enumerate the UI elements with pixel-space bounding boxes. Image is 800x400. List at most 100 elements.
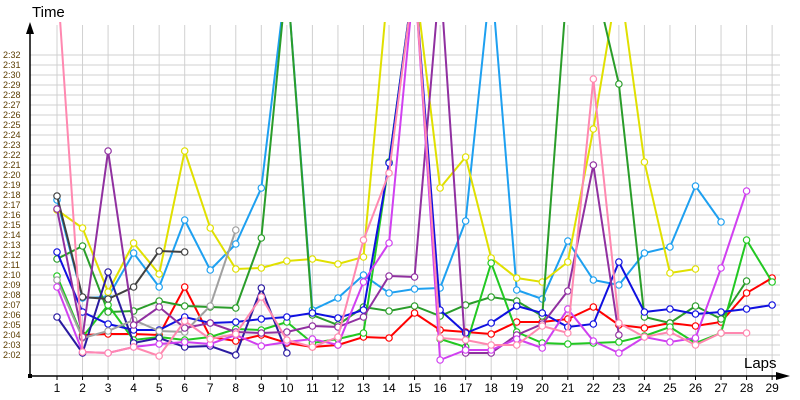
- data-point: [283, 257, 291, 265]
- data-point: [104, 349, 112, 357]
- data-point: [78, 293, 87, 301]
- data-point: [666, 328, 674, 336]
- data-point: [180, 317, 189, 325]
- data-point: [589, 125, 598, 133]
- y-tick-label: 2:20: [3, 170, 21, 180]
- y-axis-label: Time: [32, 4, 65, 21]
- data-point: [334, 294, 342, 302]
- data-point: [717, 218, 725, 226]
- data-point: [691, 302, 700, 310]
- data-point: [104, 147, 112, 155]
- data-point: [129, 239, 138, 247]
- y-tick-label: 2:30: [3, 70, 21, 80]
- data-point: [104, 295, 112, 303]
- data-point: [589, 161, 598, 169]
- data-point: [206, 224, 215, 232]
- y-tick-label: 2:29: [3, 80, 21, 90]
- data-point: [436, 184, 444, 192]
- x-tick-label: 27: [714, 381, 728, 395]
- data-point: [129, 343, 138, 351]
- data-point: [334, 314, 342, 322]
- data-point: [231, 318, 240, 326]
- x-tick-label: 2: [79, 381, 86, 395]
- data-point: [717, 329, 725, 337]
- y-tick-label: 2:24: [3, 130, 21, 140]
- data-point: [53, 205, 61, 213]
- data-point: [257, 284, 266, 292]
- data-point: [359, 313, 368, 321]
- data-point: [410, 309, 419, 317]
- data-point: [180, 147, 189, 155]
- data-point: [538, 322, 547, 330]
- data-point: [717, 308, 725, 316]
- data-point: [768, 301, 776, 309]
- series-group: [53, 22, 776, 364]
- y-tick-label: 2:14: [3, 230, 21, 240]
- data-point: [615, 338, 623, 346]
- data-point: [691, 265, 700, 273]
- data-point: [180, 338, 189, 346]
- data-point: [257, 293, 266, 301]
- x-tick-label: 7: [207, 381, 214, 395]
- data-point: [436, 356, 444, 364]
- data-point: [180, 283, 189, 291]
- data-point: [640, 333, 649, 341]
- data-point: [615, 349, 623, 357]
- data-point: [53, 283, 61, 291]
- data-point: [104, 327, 112, 335]
- data-point: [78, 242, 87, 250]
- x-tick-label: 17: [459, 381, 473, 395]
- data-point: [666, 338, 674, 346]
- data-point: [563, 258, 572, 266]
- data-point: [257, 329, 266, 337]
- data-point: [231, 304, 240, 312]
- x-tick-label: 8: [232, 381, 239, 395]
- origin-marker: [28, 374, 32, 378]
- data-point: [155, 247, 163, 255]
- x-tick-label: 4: [130, 381, 137, 395]
- y-tick-label: 2:31: [3, 60, 21, 70]
- y-tick-label: 2:07: [3, 300, 21, 310]
- data-point: [257, 342, 266, 350]
- x-tick-label: 9: [258, 381, 265, 395]
- data-point: [155, 283, 163, 291]
- data-point: [385, 289, 393, 297]
- data-point: [691, 341, 700, 349]
- x-tick-label: 5: [156, 381, 163, 395]
- data-point: [53, 276, 61, 284]
- data-point: [283, 349, 291, 357]
- data-point: [589, 303, 598, 311]
- data-point: [410, 302, 419, 310]
- data-point: [512, 286, 521, 294]
- data-point: [53, 248, 61, 256]
- data-point: [640, 158, 649, 166]
- data-point: [104, 320, 112, 328]
- data-point: [155, 270, 163, 278]
- data-point: [104, 288, 112, 296]
- data-point: [615, 319, 623, 327]
- data-point: [487, 341, 495, 349]
- data-point: [640, 308, 649, 316]
- data-point: [308, 335, 317, 343]
- data-point: [589, 337, 598, 345]
- data-point: [615, 331, 623, 339]
- data-point: [563, 329, 572, 337]
- data-point: [231, 226, 240, 234]
- x-tick-label: 25: [663, 381, 677, 395]
- data-point: [257, 315, 266, 323]
- data-point: [563, 340, 572, 348]
- y-tick-label: 2:21: [3, 160, 21, 170]
- data-point: [410, 285, 419, 293]
- series-line: [56, 22, 748, 327]
- data-point: [385, 307, 393, 315]
- y-tick-label: 2:09: [3, 280, 21, 290]
- x-tick-label: 1: [54, 381, 61, 395]
- data-point: [461, 153, 470, 161]
- data-point: [512, 274, 521, 282]
- y-tick-label: 2:26: [3, 110, 21, 120]
- data-point: [666, 269, 674, 277]
- data-point: [487, 330, 495, 338]
- y-tick-label: 2:06: [3, 310, 21, 320]
- series-line: [59, 22, 747, 358]
